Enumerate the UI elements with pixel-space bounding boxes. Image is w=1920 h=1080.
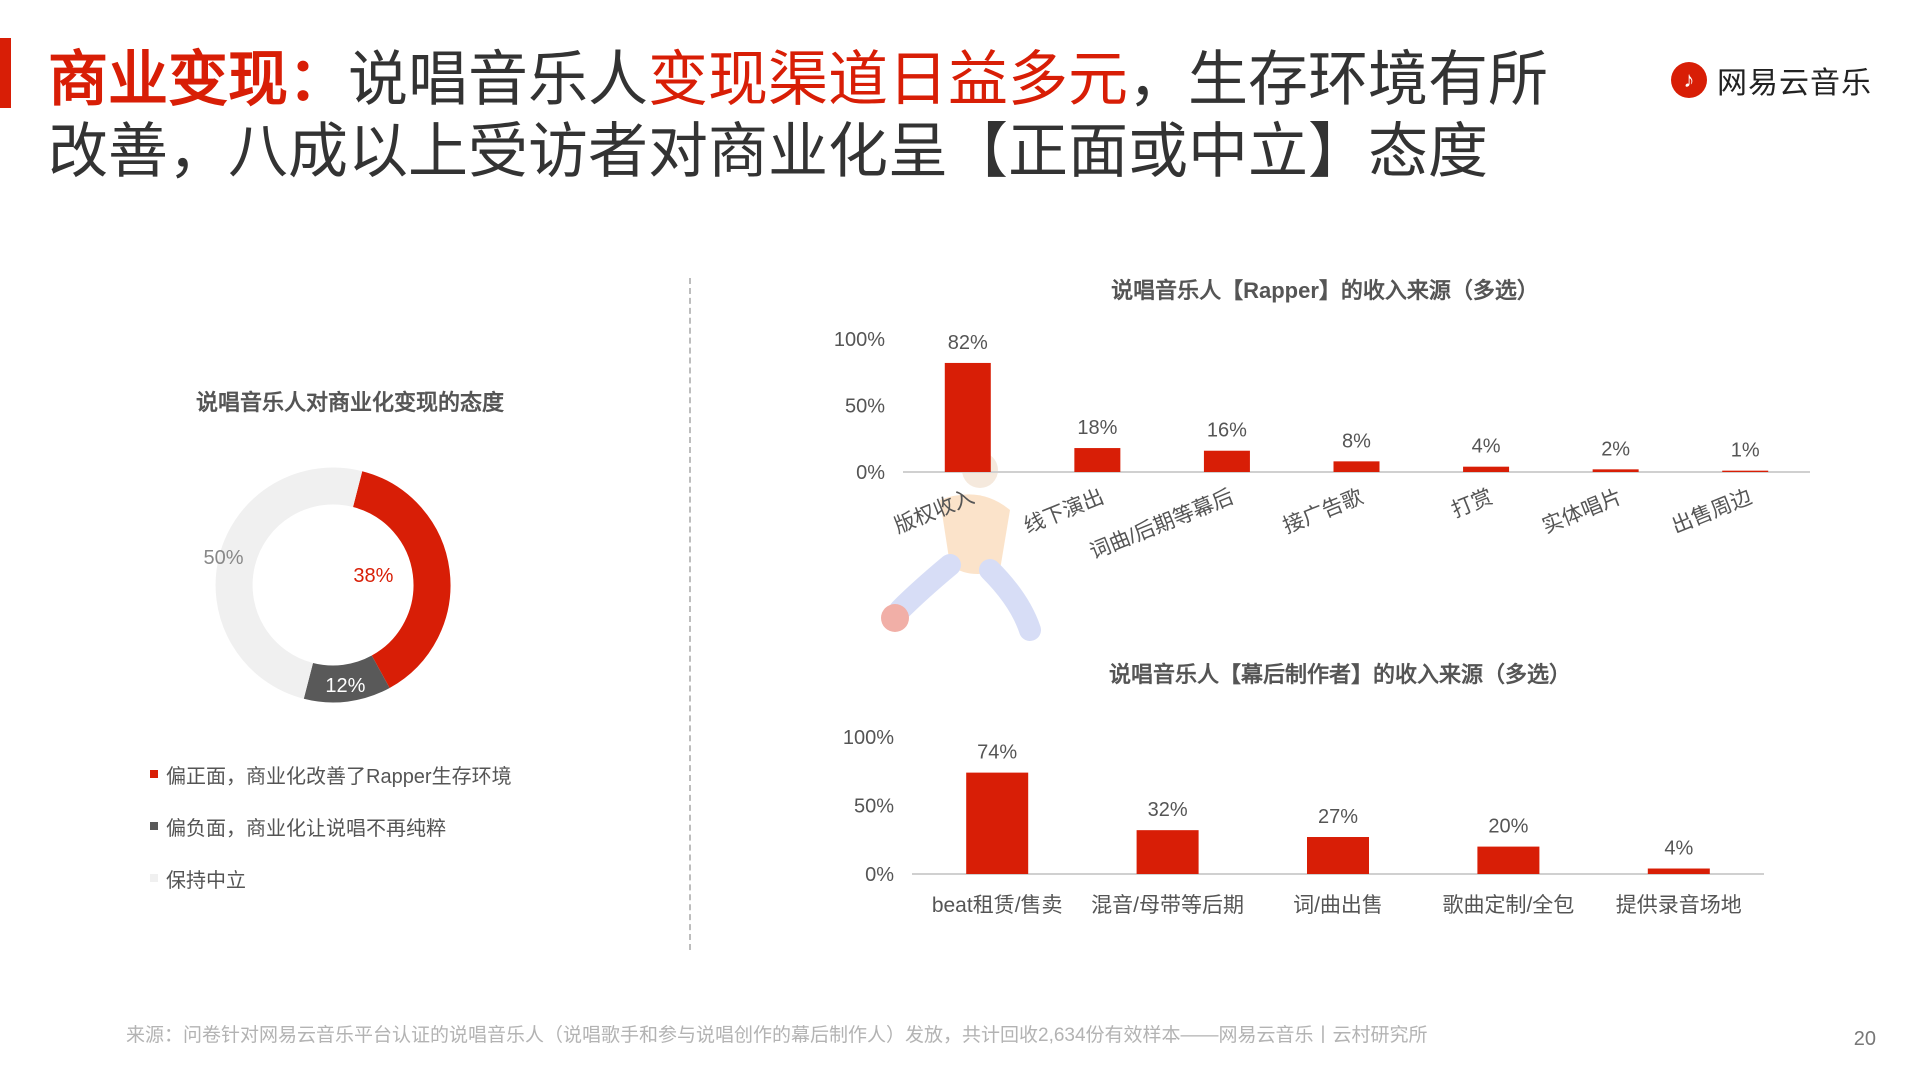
- title-part2: ，生存环境有所改善，八成以上受访者对商业化呈【正面或中立】态度: [48, 46, 1548, 185]
- x-tick-label: 词/曲出售: [1293, 894, 1383, 917]
- page-title: 商业变现：说唱音乐人变现渠道日益多元，生存环境有所改善，八成以上受访者对商业化呈…: [48, 44, 1548, 188]
- bar: [944, 362, 991, 472]
- legend-item-negative: 偏负面，商业化让说唱不再纯粹: [150, 800, 512, 852]
- bar-value-label: 4%: [1664, 838, 1693, 860]
- bar: [1592, 469, 1639, 472]
- donut-label-0: 38%: [353, 565, 393, 587]
- y-tick-label: 100%: [834, 329, 885, 351]
- legend-label-negative: 偏负面，商业化让说唱不再纯粹: [166, 817, 446, 840]
- x-tick-label: 打赏: [1448, 485, 1496, 522]
- x-tick-label: beat租赁/售卖: [932, 894, 1063, 917]
- legend-item-neutral: 保持中立: [150, 852, 512, 904]
- bar-value-label: 16%: [1207, 420, 1247, 442]
- bar: [1307, 837, 1369, 874]
- bar-value-label: 8%: [1342, 430, 1371, 452]
- x-tick-label: 版权收入: [891, 485, 977, 538]
- legend-item-positive: 偏正面，商业化改善了Rapper生存环境: [150, 748, 512, 800]
- bar: [1463, 466, 1510, 472]
- donut-chart: 38% 12% 50%: [204, 467, 451, 703]
- y-tick-label: 0%: [856, 462, 885, 484]
- x-tick-label: 接广告歌: [1280, 485, 1366, 538]
- donut-slice-1: [303, 655, 390, 703]
- brand-name: 网易云音乐: [1717, 67, 1872, 100]
- title-prefix: 商业变现：: [48, 46, 348, 113]
- x-tick-label: 提供录音场地: [1616, 894, 1742, 917]
- section-divider: [689, 278, 691, 950]
- bar: [1477, 846, 1540, 874]
- title-accent-bar: [0, 38, 11, 108]
- y-tick-label: 50%: [854, 796, 894, 818]
- source-note: 来源：问卷针对网易云音乐平台认证的说唱音乐人（说唱歌手和参与说唱创作的幕后制作人…: [126, 1025, 1428, 1046]
- netease-cloud-music-logo-icon: ♪: [1671, 62, 1707, 98]
- brand: ♪ 网易云音乐: [1671, 58, 1872, 102]
- x-tick-label: 歌曲定制/全包: [1442, 894, 1574, 917]
- bar-value-label: 82%: [948, 332, 988, 354]
- legend-label-positive: 偏正面，商业化改善了Rapper生存环境: [166, 765, 512, 788]
- bar: [1074, 448, 1121, 472]
- rapper-chart-title: 说唱音乐人【Rapper】的收入来源（多选）: [1111, 278, 1539, 303]
- bar: [1722, 470, 1769, 472]
- bar-value-label: 2%: [1601, 438, 1630, 460]
- title-highlight: 变现渠道日益多元: [648, 46, 1128, 113]
- donut-label-1: 12%: [325, 675, 365, 697]
- bar: [1647, 868, 1710, 874]
- bar: [966, 772, 1029, 874]
- bar-value-label: 18%: [1077, 417, 1117, 439]
- donut-title: 说唱音乐人对商业化变现的态度: [196, 390, 505, 415]
- y-tick-label: 0%: [865, 864, 894, 886]
- page-number: 20: [1853, 1028, 1876, 1050]
- y-tick-label: 50%: [845, 396, 885, 418]
- bar-value-label: 20%: [1488, 816, 1528, 838]
- bar: [1136, 830, 1199, 874]
- x-tick-label: 混音/母带等后期: [1091, 894, 1244, 917]
- donut-slice-0: [352, 471, 451, 688]
- legend-label-neutral: 保持中立: [166, 869, 246, 892]
- x-tick-label: 词曲/后期等幕后: [1086, 485, 1236, 564]
- legend-swatch-positive: [150, 770, 158, 778]
- producer-bar-chart: 0% 50% 100% 74% beat租赁/售卖 32% 混音/母带等后期 27% 词/曲出售…: [843, 727, 1764, 917]
- legend-swatch-negative: [150, 822, 158, 830]
- x-tick-label: 出售周边: [1669, 485, 1755, 538]
- bar: [1333, 461, 1380, 472]
- legend-swatch-neutral: [150, 874, 158, 882]
- bar-value-label: 4%: [1472, 436, 1501, 458]
- donut-label-2: 50%: [204, 547, 244, 569]
- y-tick-label: 100%: [843, 727, 894, 749]
- title-part1: 说唱音乐人: [348, 46, 648, 113]
- bar-value-label: 1%: [1731, 440, 1760, 462]
- bar-value-label: 27%: [1318, 806, 1358, 828]
- donut-legend: 偏正面，商业化改善了Rapper生存环境 偏负面，商业化让说唱不再纯粹 保持中立: [150, 748, 512, 904]
- rapper-bar-chart: 0% 50% 100% 82% 版权收入 18% 线下演出 16% 词曲/后期等幕后 8% 接广告歌…: [834, 329, 1810, 564]
- bar: [1203, 450, 1250, 472]
- bar-value-label: 32%: [1148, 799, 1188, 821]
- producer-chart-title: 说唱音乐人【幕后制作者】的收入来源（多选）: [1109, 662, 1571, 687]
- x-tick-label: 线下演出: [1021, 485, 1107, 538]
- donut-slice-2: [215, 467, 363, 699]
- x-tick-label: 实体唱片: [1539, 485, 1625, 538]
- bar-value-label: 74%: [977, 742, 1017, 764]
